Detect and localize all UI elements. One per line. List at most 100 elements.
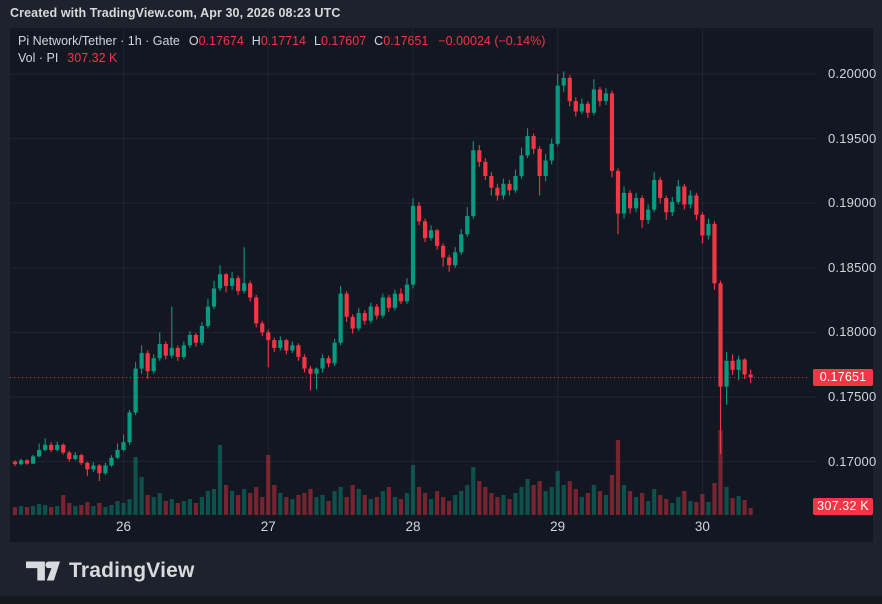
candle-body bbox=[633, 198, 639, 209]
volume-bar bbox=[694, 501, 699, 515]
volume-bar bbox=[55, 506, 60, 515]
candle-body bbox=[495, 187, 500, 196]
legend-row-main: Pi Network/Tether · 1h · Gate O0.17674 H0.… bbox=[18, 33, 545, 49]
volume-bar bbox=[242, 489, 247, 515]
candle-body bbox=[392, 293, 397, 308]
candle-body bbox=[441, 245, 446, 258]
volume-bar bbox=[368, 499, 373, 515]
volume-bar bbox=[724, 487, 729, 515]
volume-bar bbox=[386, 487, 391, 515]
volume-bar bbox=[217, 445, 223, 515]
volume-bar bbox=[579, 497, 584, 515]
candle-body bbox=[549, 143, 554, 161]
volume-bar bbox=[555, 470, 560, 515]
candle-body bbox=[543, 160, 548, 177]
candle-body bbox=[217, 274, 223, 289]
ohlc-low-label: L bbox=[314, 34, 321, 48]
candle-body bbox=[248, 283, 253, 298]
candle-body bbox=[615, 170, 621, 214]
candle-body bbox=[79, 455, 84, 463]
candle-body bbox=[260, 323, 265, 333]
volume-bar bbox=[332, 490, 337, 515]
price-axis-label: 0.18000 bbox=[828, 324, 877, 340]
volume-bar bbox=[115, 500, 120, 515]
candle-body bbox=[344, 293, 349, 317]
candle-body bbox=[658, 179, 663, 199]
candle-body bbox=[242, 283, 247, 292]
volume-bar bbox=[525, 479, 530, 515]
volume-bar bbox=[670, 502, 675, 515]
candle-body bbox=[652, 179, 657, 210]
candle-body bbox=[585, 103, 590, 113]
time-axis[interactable]: 26 27 28 29 30 bbox=[10, 28, 816, 542]
candle-body bbox=[591, 89, 596, 113]
volume-bar bbox=[573, 489, 578, 515]
candle-body bbox=[435, 230, 440, 246]
time-axis-label: 26 bbox=[116, 519, 132, 534]
volume-bar bbox=[338, 487, 343, 515]
candle-body bbox=[501, 183, 506, 196]
candle-body bbox=[471, 150, 476, 217]
candle-body bbox=[682, 186, 687, 205]
candle-body bbox=[561, 77, 566, 86]
volume-bar bbox=[730, 498, 735, 515]
volume-bar bbox=[441, 497, 446, 515]
volume-bar bbox=[73, 506, 78, 515]
candle-body bbox=[302, 356, 307, 369]
candle-body bbox=[730, 360, 735, 370]
volume-bar bbox=[718, 430, 723, 515]
candle-body bbox=[284, 340, 289, 351]
price-axis[interactable]: 0.20000 0.19500 0.19000 0.18500 0.18000 0.175… bbox=[816, 28, 876, 515]
ohlc-low-value: 0.17607 bbox=[320, 34, 367, 48]
candle-body bbox=[507, 183, 512, 191]
volume-bar bbox=[79, 505, 84, 515]
candle-body bbox=[356, 313, 361, 329]
volume-bar bbox=[223, 485, 229, 515]
volume-bar bbox=[181, 500, 186, 515]
volume-bar bbox=[507, 499, 512, 515]
volume-bar bbox=[175, 502, 180, 515]
candle-body bbox=[368, 306, 373, 321]
candle-body bbox=[127, 412, 132, 443]
volume-bar bbox=[609, 475, 615, 515]
candle-body bbox=[223, 274, 229, 286]
candle-body bbox=[627, 192, 633, 209]
chart-panel[interactable]: Pi Network/Tether · 1h · Gate O0.17674 H0.… bbox=[10, 28, 876, 542]
candle-body bbox=[404, 284, 410, 302]
candle-body bbox=[688, 195, 693, 205]
candle-body bbox=[67, 452, 72, 460]
volume-bar bbox=[658, 495, 663, 515]
candle-body bbox=[447, 257, 452, 266]
volume-bar bbox=[591, 485, 596, 515]
candle-body bbox=[531, 136, 536, 149]
volume-bar bbox=[169, 499, 174, 515]
last-price-badge: 0.17651 bbox=[813, 368, 873, 386]
volume-bar bbox=[284, 497, 289, 515]
legend: Pi Network/Tether · 1h · Gate O0.17674 H0.… bbox=[18, 33, 545, 67]
volume-bar bbox=[85, 501, 90, 515]
volume-bar bbox=[326, 500, 331, 515]
change-value: −0.00024 (−0.14%) bbox=[438, 34, 546, 48]
candle-body bbox=[640, 198, 645, 220]
volume-bar bbox=[615, 439, 621, 515]
candle-body bbox=[109, 457, 114, 466]
candle-body bbox=[694, 195, 699, 215]
candle-body bbox=[272, 340, 277, 348]
volume-bar bbox=[633, 497, 639, 515]
candle-body bbox=[410, 205, 416, 285]
ohlc-low: L0.17607 bbox=[314, 34, 366, 48]
chart-plot[interactable] bbox=[10, 28, 873, 542]
volume-bar bbox=[350, 485, 355, 515]
tradingview-logo[interactable]: TradingView bbox=[26, 553, 195, 589]
volume-bar bbox=[49, 507, 54, 515]
candle-body bbox=[103, 465, 108, 474]
volume-bar bbox=[43, 505, 48, 515]
volume-bar bbox=[392, 497, 397, 515]
price-axis-label: 0.17000 bbox=[828, 453, 877, 469]
bottom-strip bbox=[0, 596, 882, 604]
candle-body bbox=[278, 340, 283, 348]
candle-body bbox=[37, 449, 42, 457]
candle-body bbox=[55, 444, 60, 450]
volume-bar bbox=[296, 495, 301, 515]
